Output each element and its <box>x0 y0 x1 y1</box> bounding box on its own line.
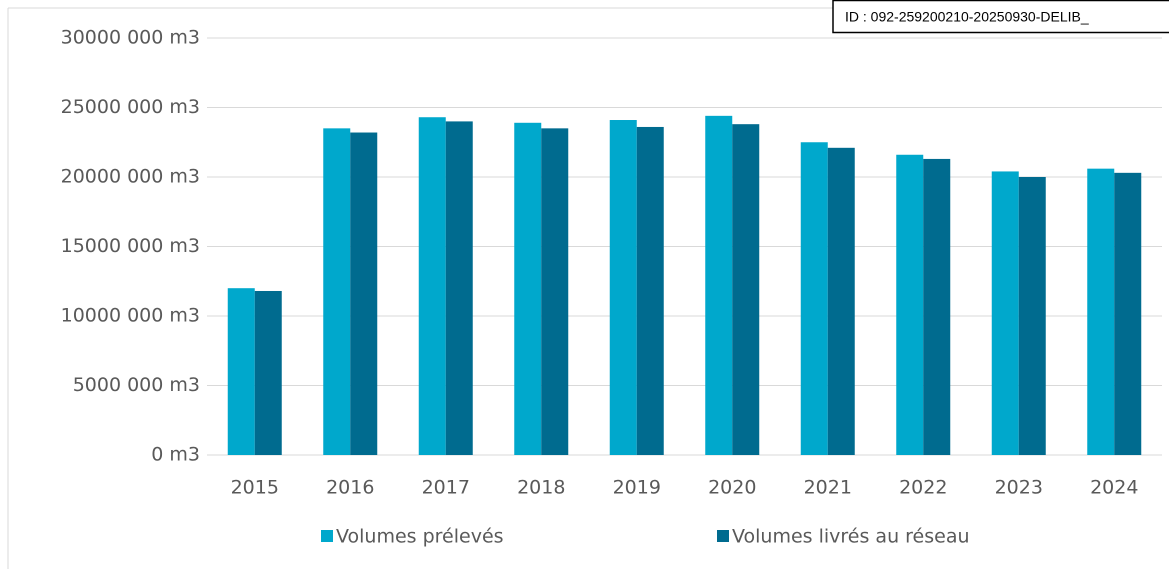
bar <box>541 128 569 455</box>
bar <box>418 117 446 455</box>
y-tick-label: 5000 000 m3 <box>73 374 200 396</box>
bar <box>609 120 637 455</box>
stamp-box <box>832 0 1169 34</box>
y-tick-label: 15000 000 m3 <box>61 235 200 257</box>
bar <box>254 290 282 455</box>
bar <box>827 147 855 455</box>
bar <box>800 142 828 455</box>
bar <box>350 132 378 455</box>
bar <box>991 171 1019 455</box>
y-tick-label: 10000 000 m3 <box>61 305 200 327</box>
y-tick-label: 30000 000 m3 <box>61 27 200 49</box>
legend-label: Volumes prélevés <box>336 526 504 548</box>
x-tick-label: 2015 <box>231 477 279 499</box>
x-tick-label: 2018 <box>517 477 565 499</box>
bar <box>636 126 664 456</box>
bar <box>1087 168 1115 455</box>
bar <box>896 154 924 455</box>
y-tick-label: 0 m3 <box>151 444 200 466</box>
x-tick-label: 2021 <box>804 477 852 499</box>
x-tick-label: 2017 <box>422 477 470 499</box>
x-tick-label: 2022 <box>899 477 947 499</box>
bar <box>227 288 255 455</box>
bar <box>705 115 733 455</box>
bar <box>1018 177 1046 455</box>
x-tick-label: 2016 <box>326 477 374 499</box>
bar <box>445 121 473 456</box>
x-tick-label: 2024 <box>1090 477 1138 499</box>
y-tick-label: 20000 000 m3 <box>61 166 200 188</box>
x-tick-label: 2019 <box>613 477 661 499</box>
bar <box>323 128 351 455</box>
legend-swatch <box>717 530 729 542</box>
bar <box>732 124 760 456</box>
legend-swatch <box>321 530 333 542</box>
x-tick-label: 2020 <box>708 477 756 499</box>
y-tick-label: 25000 000 m3 <box>61 96 200 118</box>
stamp: ID : 092-259200210-20250930-DELIB_ <box>845 9 1089 25</box>
bar <box>923 158 951 455</box>
bar <box>514 122 542 455</box>
bar <box>1114 172 1142 455</box>
legend-label: Volumes livrés au réseau <box>732 526 970 548</box>
x-tick-label: 2023 <box>995 477 1043 499</box>
